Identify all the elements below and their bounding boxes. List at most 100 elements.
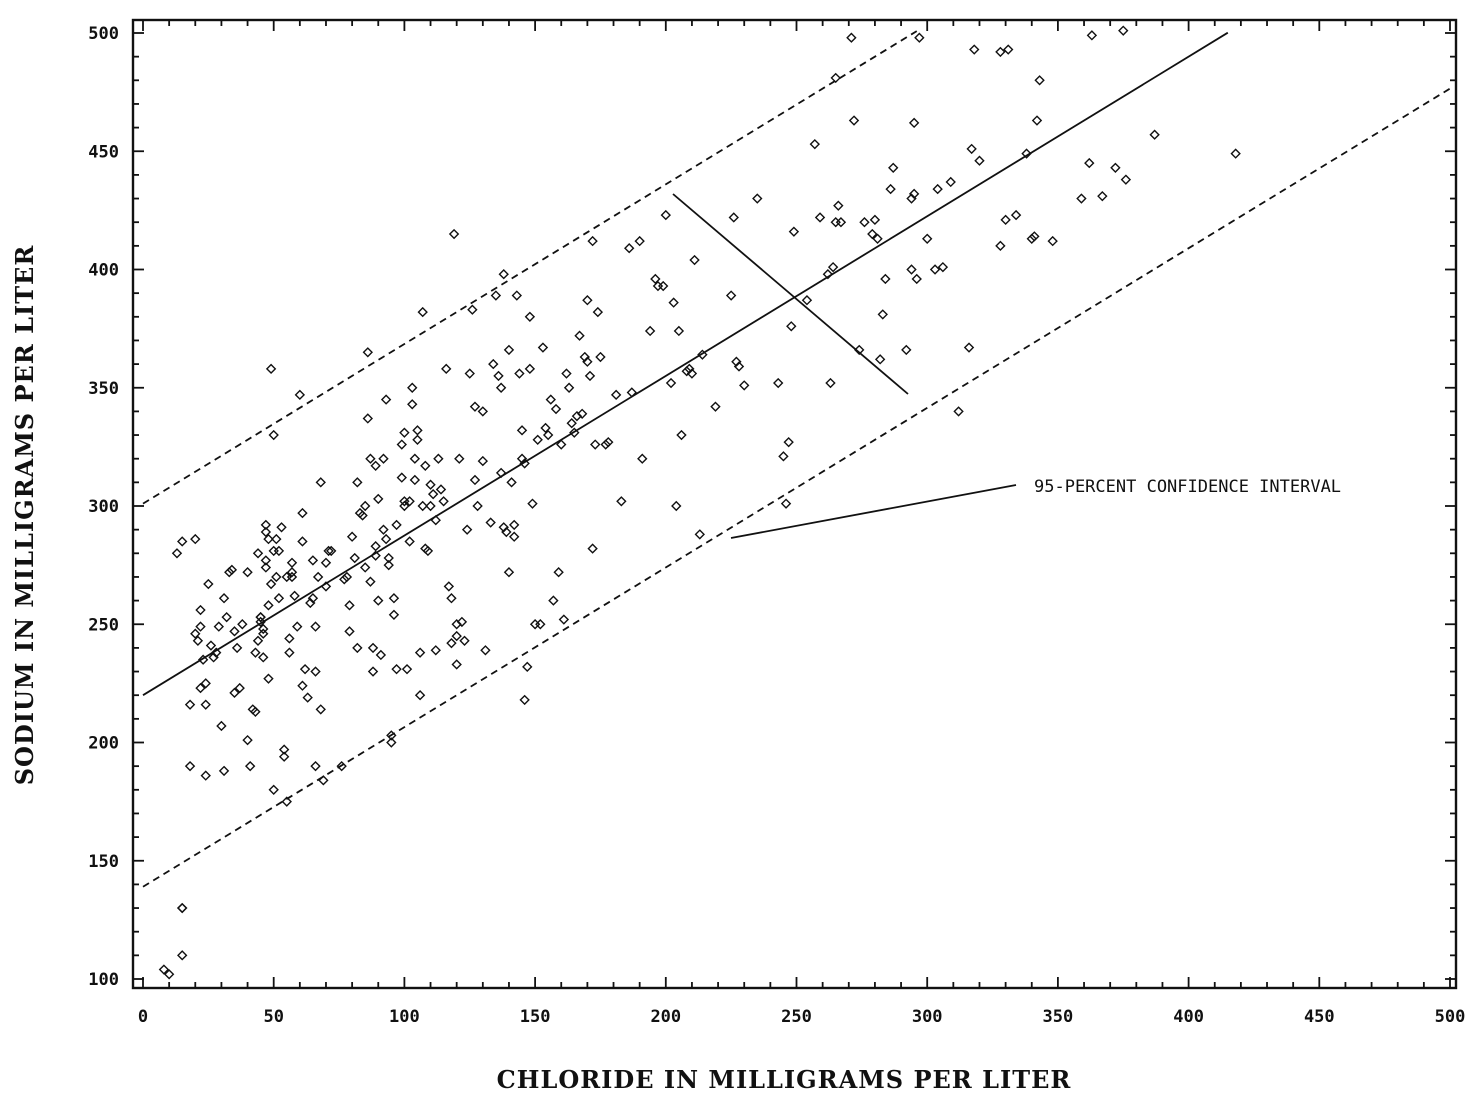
- data-point: [380, 394, 392, 405]
- interval-marker-line: [672, 193, 909, 395]
- data-point: [869, 214, 881, 226]
- data-point: [375, 649, 387, 661]
- data-point: [268, 429, 279, 441]
- data-point: [263, 600, 274, 611]
- data-point: [192, 635, 204, 646]
- x-tick-label: 250: [781, 1007, 812, 1027]
- data-point: [344, 600, 355, 611]
- data-point: [550, 403, 562, 415]
- data-point: [258, 623, 269, 635]
- data-point: [576, 408, 588, 419]
- data-point: [1034, 75, 1045, 86]
- data-point: [911, 273, 922, 285]
- data-point: [945, 176, 956, 188]
- data-point: [380, 533, 392, 545]
- data-point: [203, 578, 214, 590]
- data-point: [197, 654, 209, 665]
- data-point: [1118, 25, 1129, 36]
- data-point: [297, 507, 308, 519]
- data-point: [310, 621, 321, 632]
- data-point: [427, 488, 439, 500]
- data-point: [237, 619, 248, 630]
- data-point: [469, 401, 481, 412]
- data-point: [362, 347, 373, 358]
- data-point: [558, 614, 570, 625]
- data-point: [391, 519, 402, 531]
- data-point: [184, 760, 196, 772]
- data-point: [388, 593, 400, 604]
- data-point: [273, 593, 285, 604]
- data-point: [600, 439, 611, 450]
- data-point: [216, 720, 227, 732]
- data-point: [644, 325, 656, 337]
- data-point: [409, 474, 421, 486]
- data-point: [221, 611, 232, 623]
- data-point: [1086, 30, 1098, 41]
- data-point: [1010, 209, 1022, 221]
- data-point: [200, 678, 211, 689]
- data-point: [386, 730, 397, 741]
- data-point: [383, 559, 394, 571]
- y-tick-label: 150: [88, 852, 119, 872]
- x-axis-title: CHLORIDE IN MILLIGRAMS PER LITER: [497, 1065, 1072, 1094]
- data-point: [265, 578, 277, 590]
- data-point: [493, 370, 504, 382]
- data-point: [200, 770, 211, 781]
- data-point: [673, 325, 685, 337]
- data-points: [158, 25, 1241, 980]
- data-point: [848, 115, 860, 126]
- data-point: [650, 273, 661, 285]
- data-point: [929, 264, 941, 275]
- data-point: [396, 472, 407, 483]
- data-point: [218, 593, 230, 604]
- data-point: [205, 640, 217, 651]
- y-axis-title: SODIUM IN MILLIGRAMS PER LITER: [10, 245, 39, 786]
- data-point: [252, 548, 264, 559]
- data-point: [582, 295, 593, 306]
- data-point: [391, 663, 402, 675]
- y-tick-label: 450: [88, 142, 119, 162]
- data-point: [229, 626, 240, 637]
- data-point: [542, 429, 554, 441]
- data-point: [370, 541, 381, 552]
- data-point: [388, 609, 400, 620]
- data-point: [595, 351, 606, 363]
- data-point: [260, 519, 272, 531]
- data-point: [278, 744, 290, 755]
- data-point: [1120, 174, 1132, 185]
- data-point: [307, 555, 319, 566]
- data-point: [177, 950, 188, 961]
- data-point: [409, 453, 421, 464]
- data-point: [461, 524, 473, 535]
- data-point: [454, 453, 465, 464]
- data-point: [825, 377, 836, 389]
- data-point: [1084, 157, 1095, 169]
- data-point: [809, 138, 820, 150]
- data-point: [273, 545, 285, 557]
- data-point: [563, 382, 575, 393]
- data-point: [508, 519, 520, 531]
- data-point: [587, 543, 598, 554]
- data-point: [263, 673, 274, 684]
- data-point: [527, 498, 538, 509]
- data-point: [908, 188, 920, 200]
- data-point: [833, 200, 844, 211]
- data-point: [508, 531, 520, 542]
- data-point: [801, 295, 813, 306]
- data-point: [425, 500, 436, 512]
- data-point: [349, 552, 360, 564]
- data-point: [438, 496, 449, 507]
- data-point: [553, 567, 564, 578]
- data-point: [404, 496, 415, 507]
- data-point: [516, 425, 528, 436]
- data-point: [265, 363, 277, 375]
- data-point: [1021, 148, 1032, 159]
- x-tick-label: 400: [1173, 1007, 1204, 1027]
- data-point: [297, 680, 308, 691]
- data-point: [226, 564, 238, 576]
- data-point: [195, 621, 206, 632]
- data-point: [177, 536, 188, 547]
- data-point: [610, 389, 622, 401]
- data-point: [532, 434, 543, 445]
